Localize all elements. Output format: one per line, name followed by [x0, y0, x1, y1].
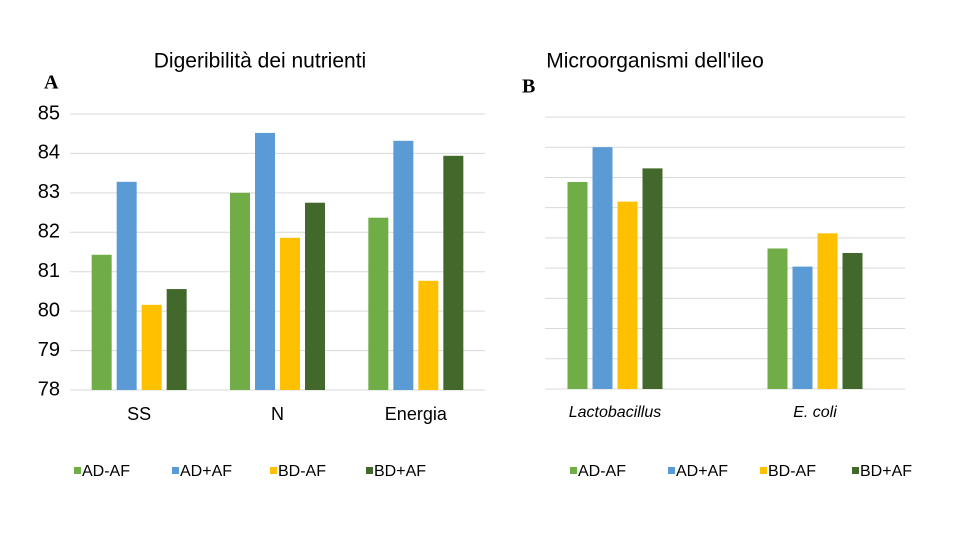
- bar: [116, 181, 137, 390]
- bar: [418, 280, 439, 390]
- chart-title: Microorganismi dell'ileo: [546, 50, 764, 73]
- panel-label: A: [44, 72, 59, 94]
- legend-label: AD-AF: [82, 463, 130, 480]
- y-tick-label: 84: [38, 142, 60, 164]
- bar: [305, 202, 325, 390]
- legend-label: AD+AF: [180, 463, 232, 480]
- bar: [767, 248, 788, 389]
- y-tick-label: 82: [38, 221, 60, 243]
- legend-swatch: [270, 467, 277, 474]
- bar: [166, 289, 187, 390]
- x-tick-label: E. coli: [793, 404, 837, 421]
- legend-label: BD+AF: [860, 463, 912, 480]
- bar: [255, 132, 275, 390]
- legend-label: BD-AF: [768, 463, 816, 480]
- chart-title: Digeribilità dei nutrienti: [154, 50, 366, 73]
- y-tick-label: 78: [38, 378, 60, 400]
- legend-swatch: [760, 467, 767, 474]
- bar: [817, 233, 838, 389]
- legend-swatch: [570, 467, 577, 474]
- y-tick-label: 81: [38, 260, 60, 282]
- x-tick-label: N: [271, 404, 284, 424]
- x-tick-label: SS: [127, 404, 151, 424]
- x-tick-label: Lactobacillus: [569, 404, 662, 421]
- bar: [230, 192, 250, 390]
- bar: [280, 237, 300, 390]
- legend-swatch: [852, 467, 859, 474]
- legend-swatch: [668, 467, 675, 474]
- y-tick-label: 79: [38, 339, 60, 361]
- legend-swatch: [366, 467, 373, 474]
- bar: [592, 147, 613, 389]
- bar: [642, 168, 663, 389]
- bar: [567, 181, 588, 389]
- bar: [393, 140, 414, 390]
- x-tick-label: Energia: [385, 404, 448, 424]
- legend-label: AD-AF: [578, 463, 626, 480]
- bar: [792, 266, 813, 389]
- bar: [842, 253, 863, 389]
- bar: [141, 304, 162, 390]
- legend-label: BD-AF: [278, 463, 326, 480]
- legend-label: BD+AF: [374, 463, 426, 480]
- bar: [443, 155, 464, 390]
- panel-label: B: [522, 76, 535, 98]
- bar: [91, 254, 112, 390]
- y-tick-label: 80: [38, 299, 60, 321]
- legend-swatch: [74, 467, 81, 474]
- legend-swatch: [172, 467, 179, 474]
- y-tick-label: 85: [38, 102, 60, 124]
- bar: [368, 217, 389, 390]
- bar: [617, 201, 638, 389]
- y-tick-label: 83: [38, 181, 60, 203]
- legend-label: AD+AF: [676, 463, 728, 480]
